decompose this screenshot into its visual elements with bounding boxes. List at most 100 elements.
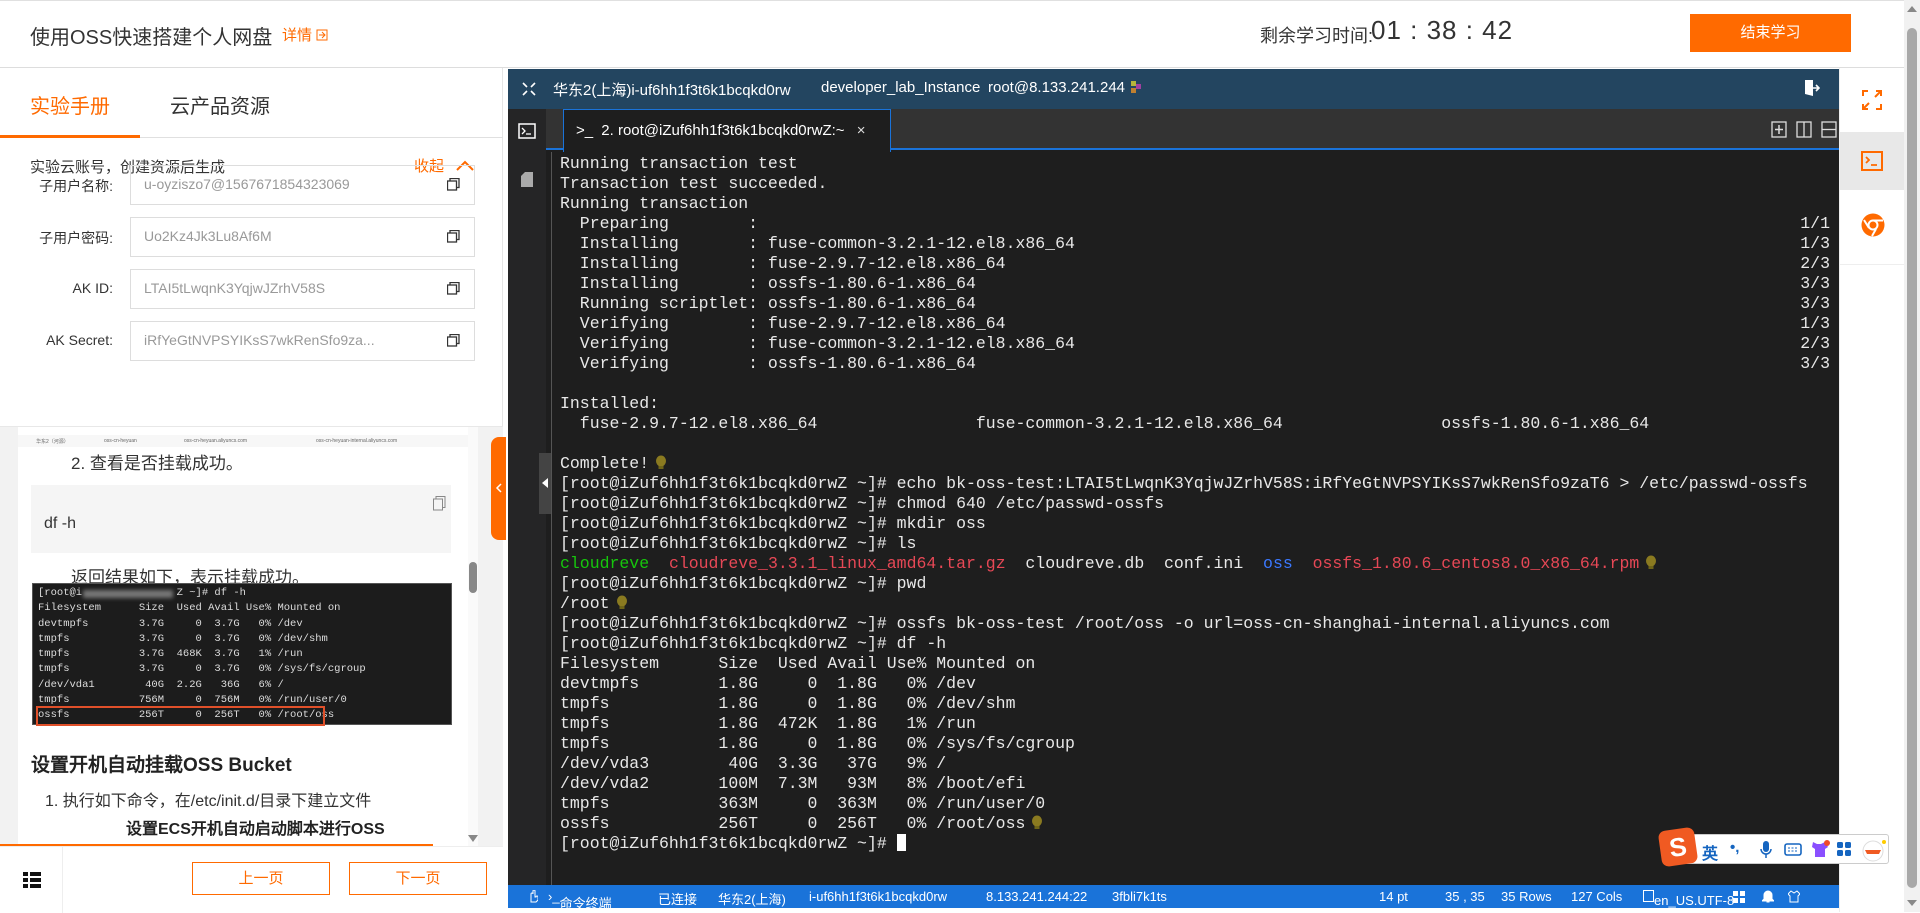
copy-code-icon[interactable] <box>433 496 446 511</box>
progress-count: 3/3 <box>1800 274 1830 293</box>
terminal-tab-active[interactable]: >_ 2. root@iZuf6hh1f3t6k1bcqkd0rwZ:~ × <box>563 109 891 152</box>
terminal-line: devtmpfs 1.8G 0 1.8G 0% /dev <box>560 674 976 693</box>
close-tab-icon[interactable]: × <box>856 122 866 139</box>
chevron-left-icon <box>495 483 502 493</box>
ime-punctuation-toggle[interactable]: •, <box>1730 839 1740 856</box>
scrollbar-thumb[interactable] <box>469 562 477 593</box>
detail-link[interactable]: 详情 <box>282 24 328 45</box>
copy-icon[interactable] <box>447 178 460 191</box>
doc-scroll-area: 华东2（河源） oss-cn-heyuan oss-cn-heyuan.aliy… <box>0 426 503 847</box>
progress-count: 1/3 <box>1800 234 1830 253</box>
terminal-line <box>560 374 1838 394</box>
tab-cloud-resources[interactable]: 云产品资源 <box>170 96 270 118</box>
terminal-tabbar: >_ 2. root@iZuf6hh1f3t6k1bcqkd0rwZ:~ × <box>546 109 1839 152</box>
microphone-icon[interactable] <box>1760 841 1772 859</box>
lightbulb-icon <box>1032 815 1043 829</box>
cols-count: 127 Cols <box>1571 889 1623 904</box>
ime-language-toggle[interactable]: 英 <box>1702 846 1719 863</box>
progress-count: 1/3 <box>1800 314 1830 333</box>
connection-status: 已连接 <box>658 892 698 907</box>
scroll-down-arrow[interactable] <box>1907 900 1917 906</box>
bell-icon[interactable] <box>1762 890 1774 903</box>
ime-toolbar: S 英 •, <box>1657 826 1889 868</box>
terminal-line: [root@iZuf6hh1f3t6k1bcqkd0rwZ ~]# df -h <box>560 634 947 653</box>
next-page-button[interactable]: 下一页 <box>349 862 487 895</box>
terminal-line: Verifying : fuse-common-3.2.1-12.el8.x86… <box>560 334 1830 353</box>
sub-user-name-field[interactable]: u-oyziszo7@1567671854323069 <box>130 165 475 205</box>
toc-button[interactable] <box>0 847 63 913</box>
screenshot-line: tmpfs 3.7G 0 3.7G 0% /sys/fs/cgroup <box>38 663 366 676</box>
remaining-time: 01 : 38 : 42 <box>1371 15 1514 45</box>
ak-secret-field[interactable]: iRfYeGtNVPSYIKsS7wkRenSfo9za... <box>130 321 475 361</box>
external-link-icon <box>316 29 328 41</box>
expand-icon[interactable] <box>1862 90 1882 110</box>
terminal-line: Verifying : fuse-2.9.7-12.el8.x86_64 1/3 <box>560 314 1830 333</box>
terminal-line: cloudreve cloudreve_3.3.1_linux_amd64.ta… <box>560 554 1838 574</box>
progress-count: 2/3 <box>1800 254 1830 273</box>
logout-icon[interactable] <box>1804 79 1820 97</box>
terminal-icon[interactable] <box>518 123 536 139</box>
keyboard-icon[interactable] <box>1784 843 1802 856</box>
locale-label: en_US.UTF-8 <box>1654 893 1735 908</box>
terminal-line: Preparing :1/1 <box>560 214 1830 233</box>
collapse-panel-handle[interactable] <box>491 437 506 540</box>
status-region: 华东2(上海) <box>718 892 786 907</box>
sogou-logo-icon[interactable]: S <box>1657 826 1699 868</box>
page-header: 使用OSS快速搭建个人网盘 详情 剩余学习时间: 01 : 38 : 42 结束… <box>0 0 1904 68</box>
progress-count: 3/3 <box>1800 354 1830 373</box>
font-size[interactable]: 14 pt <box>1379 889 1408 904</box>
locale-selector[interactable]: en_US.UTF-8 <box>1643 889 1734 908</box>
scroll-down-arrow[interactable] <box>468 835 478 842</box>
tab-lab-manual[interactable]: 实验手册 <box>30 96 110 118</box>
collapse-button[interactable]: 收起 <box>414 155 474 176</box>
terminal-output[interactable]: Running transaction test Transaction test… <box>560 154 1838 854</box>
terminal-topbar: 华东2(上海)i-uf6hh1f3t6k1bcqkd0rw developer_… <box>508 69 1839 109</box>
ak-id-field[interactable]: LTAI5tLwqnK3YqjwJZrhV58S <box>130 269 475 309</box>
terminal-line <box>560 434 1838 454</box>
theme-shirt-icon[interactable] <box>1788 890 1800 903</box>
ak-secret-value: iRfYeGtNVPSYIKsS7wkRenSfo9za... <box>144 332 375 348</box>
terminal-tool-button[interactable] <box>1840 132 1905 190</box>
fullscreen-icon[interactable] <box>522 82 536 96</box>
grid-icon[interactable] <box>1733 891 1745 903</box>
skin-icon[interactable] <box>1810 840 1830 858</box>
copy-icon[interactable] <box>447 282 460 295</box>
side-panel-toggle[interactable] <box>539 453 551 514</box>
lightbulb-icon <box>1646 555 1657 569</box>
terminal-line: Running transaction test <box>560 154 798 173</box>
prev-page-button[interactable]: 上一页 <box>192 862 330 895</box>
page-title: 使用OSS快速搭建个人网盘 <box>30 27 273 49</box>
lab-manual-panel: 实验手册 云产品资源 实验云账号，创建资源后生成 收起 子用户名称: u-oyz… <box>0 68 503 913</box>
terminal-line: Running scriptlet: ossfs-1.80.6-1.x86_64… <box>560 294 1830 313</box>
terminal-line: Installing : ossfs-1.80.6-1.x86_64 3/3 <box>560 274 1830 293</box>
terminal-statusbar: ›_ 命令终端 已连接 华东2(上海) i-uf6hh1f3t6k1bcqkd0… <box>508 885 1839 911</box>
sub-user-password-field[interactable]: Uo2Kz4Jk3Lu8Af6M <box>130 217 475 257</box>
file-icon[interactable] <box>521 172 533 187</box>
split-vertical-icon[interactable] <box>1796 121 1812 138</box>
browser-icon[interactable] <box>1861 212 1885 238</box>
progress-count: 2/3 <box>1800 334 1830 353</box>
copy-icon[interactable] <box>447 230 460 243</box>
terminal-line: [root@iZuf6hh1f3t6k1bcqkd0rwZ ~]# echo b… <box>560 474 1808 493</box>
screenshot-line: [root@i Z ~]# df -h <box>38 587 246 599</box>
reading-progress-bar <box>0 844 433 847</box>
mascot-icon[interactable] <box>1861 838 1887 862</box>
copy-icon[interactable] <box>447 334 460 347</box>
split-horizontal-icon[interactable] <box>1821 121 1837 138</box>
page-scrollbar[interactable] <box>1904 0 1920 912</box>
doc-scrollbar[interactable] <box>468 427 478 847</box>
scrollbar-thumb[interactable] <box>1907 28 1917 888</box>
code-text: df -h <box>44 515 77 532</box>
ls-entry: ossfs_1.80.6_centos8.0_x86_64.rpm <box>1312 554 1640 573</box>
new-pane-icon[interactable] <box>1771 121 1787 138</box>
terminal-mode-label: 命令终端 <box>559 896 612 911</box>
apps-grid-icon[interactable] <box>1837 842 1852 857</box>
lightbulb-icon <box>616 595 627 609</box>
end-study-button[interactable]: 结束学习 <box>1690 14 1851 52</box>
scroll-up-arrow[interactable] <box>1907 6 1917 12</box>
ls-entry: cloudreve <box>560 554 650 573</box>
table-cell: oss-cn-heyuan <box>104 438 137 444</box>
step-1-text: 1. 执行如下命令，在/etc/init.d/目录下建立文件 <box>45 793 372 810</box>
terminal-mode[interactable]: ›_ 命令终端 <box>548 889 612 911</box>
terminal-line: Filesystem Size Used Avail Use% Mounted … <box>560 654 1036 673</box>
